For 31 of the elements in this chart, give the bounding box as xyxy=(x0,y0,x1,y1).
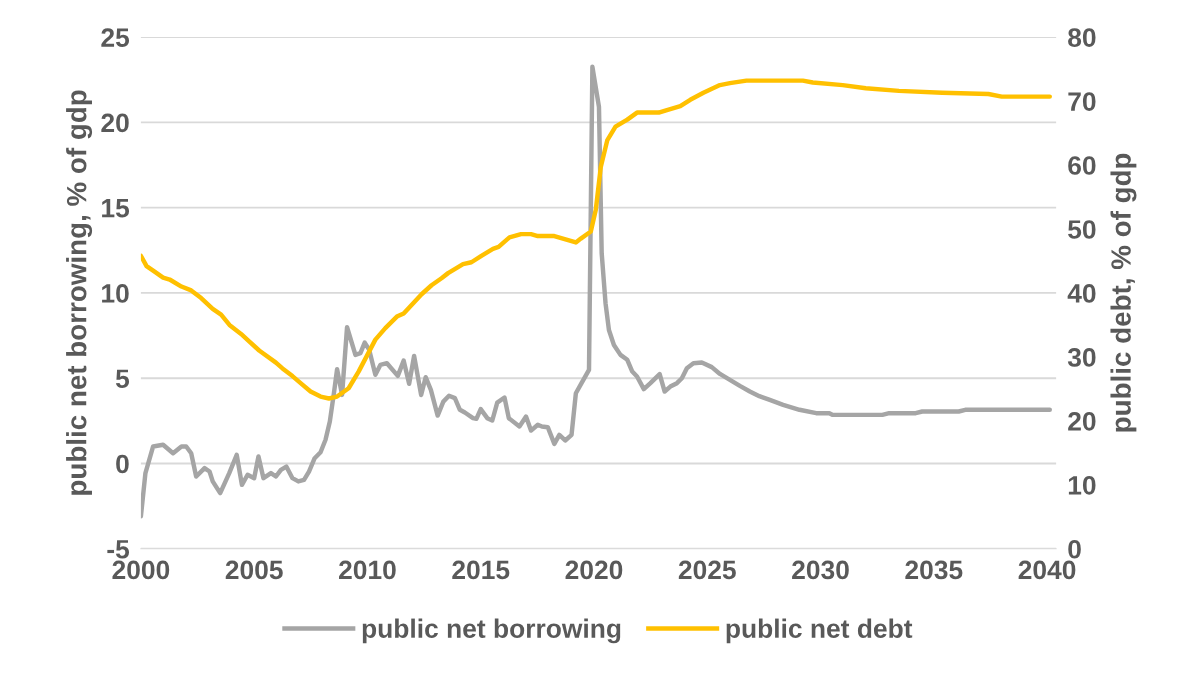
y2-axis-title: public debt, % of gdp xyxy=(1110,153,1137,432)
x-tick-label: 2035 xyxy=(905,560,963,580)
line-series xyxy=(140,78,1052,401)
y2-tick-label: 50 xyxy=(1068,220,1096,239)
y2-tick-label: 70 xyxy=(1068,92,1096,111)
y2-tick-label: 0 xyxy=(1068,539,1081,559)
y-tick-label: -5 xyxy=(107,540,130,559)
y2-tick-label: 30 xyxy=(1067,348,1096,367)
y2-tick-label: 80 xyxy=(1068,28,1096,47)
x-tick-label: 2010 xyxy=(339,560,396,580)
y-tick-label: 0 xyxy=(116,454,129,474)
y-tick-label: 15 xyxy=(102,199,130,218)
line-series xyxy=(140,64,1052,519)
y-tick-label: 20 xyxy=(101,113,129,133)
y-tick-label: 25 xyxy=(101,28,130,47)
y2-tick-label: 20 xyxy=(1068,412,1096,431)
y-tick-label: 10 xyxy=(102,284,129,303)
y-axis-title: public net borrowing, % of gdp xyxy=(66,90,93,495)
y-tick-label: 5 xyxy=(115,369,130,389)
y2-tick-label: 10 xyxy=(1068,475,1096,495)
y2-tick-label: 60 xyxy=(1068,156,1096,175)
x-tick-label: 2005 xyxy=(225,560,283,580)
legend-label: public net borrowing xyxy=(362,618,621,644)
x-tick-label: 2025 xyxy=(678,560,736,580)
x-tick-label: 2030 xyxy=(792,560,849,580)
legend-label: public net debt xyxy=(726,618,913,644)
y2-tick-label: 40 xyxy=(1067,284,1096,303)
x-tick-label: 2000 xyxy=(112,560,170,580)
x-tick-label: 2040 xyxy=(1018,560,1076,580)
x-tick-label: 2020 xyxy=(565,560,623,580)
x-tick-label: 2015 xyxy=(452,560,510,580)
